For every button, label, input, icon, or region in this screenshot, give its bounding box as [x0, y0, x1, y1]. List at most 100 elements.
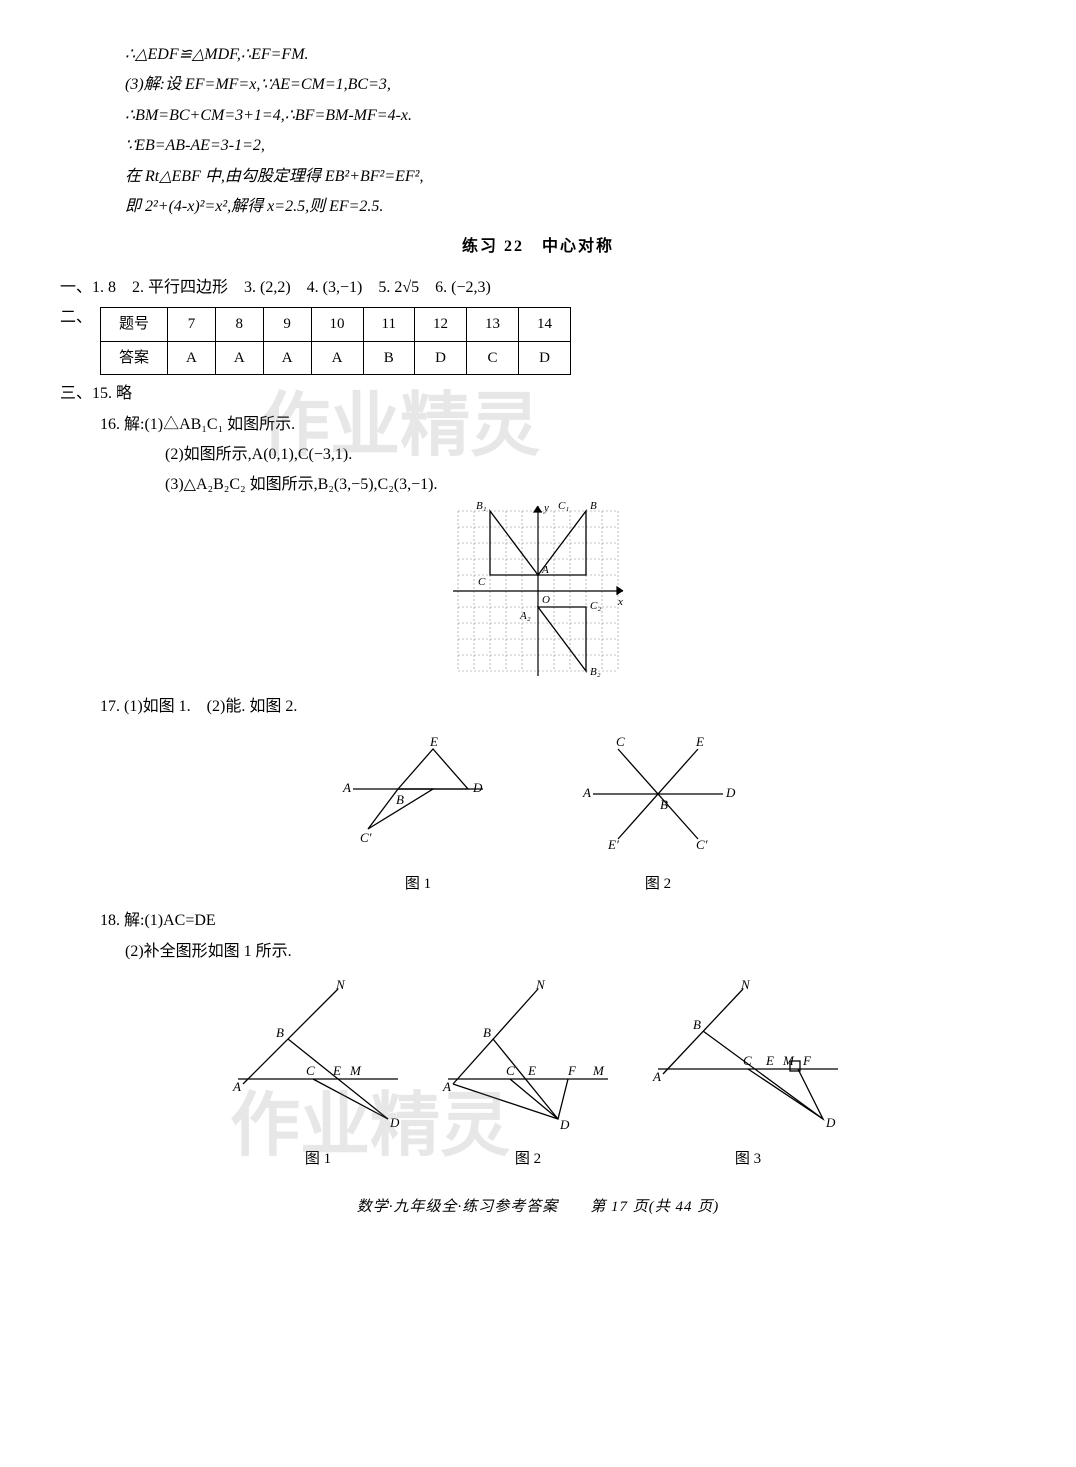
svg-text:M: M — [349, 1063, 362, 1078]
top-line-3: ∴BM=BC+CM=3+1=4,∴BF=BM-MF=4-x. — [125, 101, 1016, 131]
fig18-3: A B C E M F N D 图 3 — [648, 979, 848, 1173]
part1: 一、1. 8 2. 平行四边形 3. (2,2) 4. (3,−1) 5. 2√… — [60, 273, 1016, 303]
svg-text:B: B — [276, 1025, 284, 1040]
th-col: 9 — [263, 308, 311, 342]
part2: 二、 题号 7 8 9 10 11 12 13 14 答案 A A A A B … — [60, 303, 1016, 379]
svg-text:E: E — [765, 1053, 774, 1068]
svg-text:A: A — [442, 1079, 451, 1094]
page: 作业精灵 作业精灵 ∴△EDF≌△MDF,∴EF=FM. (3)解:设 EF=M… — [60, 40, 1016, 1222]
th-header: 题号 — [101, 308, 168, 342]
svg-text:A: A — [582, 785, 591, 800]
top-line-6: 即 2²+(4-x)²=x²,解得 x=2.5,则 EF=2.5. — [125, 192, 1016, 222]
th-col: 14 — [519, 308, 571, 342]
fig18-1-svg: A B C E M N D — [228, 979, 408, 1129]
table-row: 题号 7 8 9 10 11 12 13 14 — [101, 308, 571, 342]
lbl-y: y — [543, 502, 549, 514]
fig17-2-svg: A B C D E E′ C′ — [578, 734, 738, 854]
fig17-1-svg: A B D E C′ — [338, 734, 498, 854]
lbl-B: B — [590, 501, 597, 512]
grid-diagram: O A C B₁ C₁ B A₂ C₂ B₂ x y — [448, 501, 628, 681]
svg-text:D: D — [559, 1117, 570, 1129]
part3-label: 三、 — [60, 385, 92, 402]
td-ans: B — [363, 341, 414, 375]
td-ans: A — [215, 341, 263, 375]
q17-text: 17. (1)如图 1. (2)能. 如图 2. — [100, 692, 1016, 722]
svg-text:F: F — [802, 1053, 812, 1068]
q18-figures: A B C E M N D 图 1 — [60, 979, 1016, 1173]
fig18-1-caption: 图 1 — [228, 1145, 408, 1174]
fig18-3-caption: 图 3 — [648, 1145, 848, 1174]
lbl-O: O — [542, 594, 550, 606]
lbl-B2: B₂ — [590, 666, 601, 678]
svg-text:E: E — [429, 734, 438, 749]
lbl-A: A — [541, 564, 549, 576]
td-ans: D — [519, 341, 571, 375]
svg-text:M: M — [782, 1053, 795, 1068]
th-col: 13 — [467, 308, 519, 342]
th-col: 10 — [311, 308, 363, 342]
svg-text:D: D — [472, 780, 483, 795]
svg-text:C: C — [306, 1063, 315, 1078]
fig18-2: A B C E F M N D 图 2 — [438, 979, 618, 1173]
svg-text:C: C — [506, 1063, 515, 1078]
q17-figures: A B D E C′ 图 1 A B C — [60, 734, 1016, 898]
q16: 16. 解:(1)△AB₁C₁ 如图所示. (2)如图所示,A(0,1),C(−… — [100, 410, 1016, 501]
q15: 15. 略 — [92, 385, 132, 402]
td-ans: D — [415, 341, 467, 375]
top-solution: ∴△EDF≌△MDF,∴EF=FM. (3)解:设 EF=MF=x,∵AE=CM… — [125, 40, 1016, 222]
td-ans: A — [311, 341, 363, 375]
svg-text:C: C — [616, 734, 625, 749]
fig17-1: A B D E C′ 图 1 — [338, 734, 498, 898]
td-ans: A — [263, 341, 311, 375]
th-col: 11 — [363, 308, 414, 342]
q16-figure: O A C B₁ C₁ B A₂ C₂ B₂ x y — [60, 501, 1016, 692]
page-footer: 数学·九年级全·练习参考答案 第 17 页(共 44 页) — [60, 1193, 1016, 1222]
top-line-1: ∴△EDF≌△MDF,∴EF=FM. — [125, 40, 1016, 70]
top-line-2: (3)解:设 EF=MF=x,∵AE=CM=1,BC=3, — [125, 70, 1016, 100]
th-col: 8 — [215, 308, 263, 342]
part2-label: 二、 — [60, 303, 100, 333]
svg-text:C: C — [743, 1053, 752, 1068]
svg-text:F: F — [567, 1063, 577, 1078]
th-col: 12 — [415, 308, 467, 342]
part3: 三、15. 略 — [60, 379, 1016, 409]
svg-text:E: E — [695, 734, 704, 749]
svg-text:A: A — [232, 1079, 241, 1094]
svg-text:N: N — [335, 979, 346, 992]
svg-text:A: A — [342, 780, 351, 795]
q18-l1: 18. 解:(1)AC=DE — [100, 906, 1016, 936]
svg-text:A: A — [652, 1069, 661, 1084]
q16-l2: (2)如图所示,A(0,1),C(−3,1). — [165, 440, 1016, 470]
fig18-1: A B C E M N D 图 1 — [228, 979, 408, 1173]
svg-text:B: B — [660, 797, 668, 812]
svg-text:D: D — [725, 785, 736, 800]
fig18-2-caption: 图 2 — [438, 1145, 618, 1174]
th-col: 7 — [168, 308, 216, 342]
answer-table: 题号 7 8 9 10 11 12 13 14 答案 A A A A B D C… — [100, 307, 571, 375]
svg-text:E: E — [332, 1063, 341, 1078]
q16-l3: (3)△A₂B₂C₂ 如图所示,B₂(3,−5),C₂(3,−1). — [165, 470, 1016, 500]
section-title: 练习 22 中心对称 — [60, 232, 1016, 262]
svg-text:C′: C′ — [360, 830, 372, 845]
fig17-2: A B C D E E′ C′ 图 2 — [578, 734, 738, 898]
svg-text:M: M — [592, 1063, 605, 1078]
fig17-2-caption: 图 2 — [578, 870, 738, 899]
top-line-5: 在 Rt△EBF 中,由勾股定理得 EB²+BF²=EF², — [125, 162, 1016, 192]
lbl-x: x — [617, 596, 623, 608]
part1-text: 1. 8 2. 平行四边形 3. (2,2) 4. (3,−1) 5. 2√5 … — [92, 279, 491, 296]
lbl-C2: C₂ — [590, 600, 601, 612]
fig18-3-svg: A B C E M F N D — [648, 979, 848, 1129]
q18-l2: (2)补全图形如图 1 所示. — [125, 937, 1016, 967]
svg-text:E′: E′ — [607, 837, 619, 852]
fig18-2-svg: A B C E F M N D — [438, 979, 618, 1129]
lbl-B1: B₁ — [476, 501, 487, 512]
svg-text:B: B — [483, 1025, 491, 1040]
td-ans: A — [168, 341, 216, 375]
part1-label: 一、 — [60, 279, 92, 296]
table-row: 答案 A A A A B D C D — [101, 341, 571, 375]
svg-text:B: B — [396, 792, 404, 807]
lbl-A2: A₂ — [519, 610, 531, 622]
svg-text:D: D — [825, 1115, 836, 1129]
lbl-C: C — [478, 576, 486, 588]
q16-head: 16. 解:(1)△AB₁C₁ 如图所示. — [100, 410, 1016, 440]
